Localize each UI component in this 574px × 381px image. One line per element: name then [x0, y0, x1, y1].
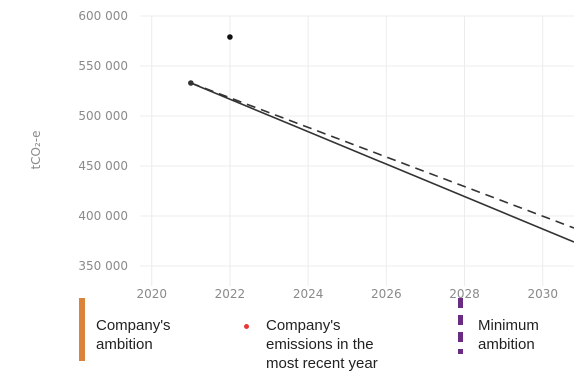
dashed-line-swatch-icon	[458, 298, 463, 354]
solid-line-swatch-icon	[79, 298, 85, 361]
emissions-chart: 350 000 400 000 450 000 500 000 550 000 600 0…	[29, 9, 574, 300]
company-ambition-line	[190, 82, 574, 243]
legend-label-company-ambition: Company's ambition	[96, 317, 171, 353]
y-tick-label: 450 000	[78, 159, 128, 173]
y-tick-label: 400 000	[78, 209, 128, 223]
grid	[140, 15, 574, 286]
legend-label-recent-emissions: Company's emissions in the most recent y…	[266, 317, 378, 372]
series-layer	[188, 34, 574, 243]
x-tick-label: 2020	[136, 287, 167, 300]
y-axis-ticks: 350 000 400 000 450 000 500 000 550 000 600 0…	[78, 9, 128, 273]
minimum-ambition-line	[190, 82, 574, 229]
y-axis-label: tCO₂-e	[29, 130, 43, 169]
x-tick-label: 2022	[215, 287, 246, 300]
data-point	[227, 34, 233, 40]
y-tick-label: 500 000	[78, 109, 128, 123]
y-tick-label: 350 000	[78, 259, 128, 273]
y-tick-label: 600 000	[78, 9, 128, 23]
dot-swatch-icon	[244, 324, 249, 329]
x-tick-label: 2030	[527, 287, 558, 300]
y-tick-label: 550 000	[78, 59, 128, 73]
x-tick-label: 2026	[371, 287, 402, 300]
x-tick-label: 2028	[449, 287, 480, 300]
data-point	[188, 80, 194, 86]
legend-label-minimum-ambition: Minimum ambition	[478, 317, 539, 353]
x-tick-label: 2024	[293, 287, 324, 300]
legend: Company's ambition Company's emissions i…	[0, 298, 574, 378]
x-axis-ticks: 2020 2022 2024 2026 2028 2030	[136, 287, 558, 300]
